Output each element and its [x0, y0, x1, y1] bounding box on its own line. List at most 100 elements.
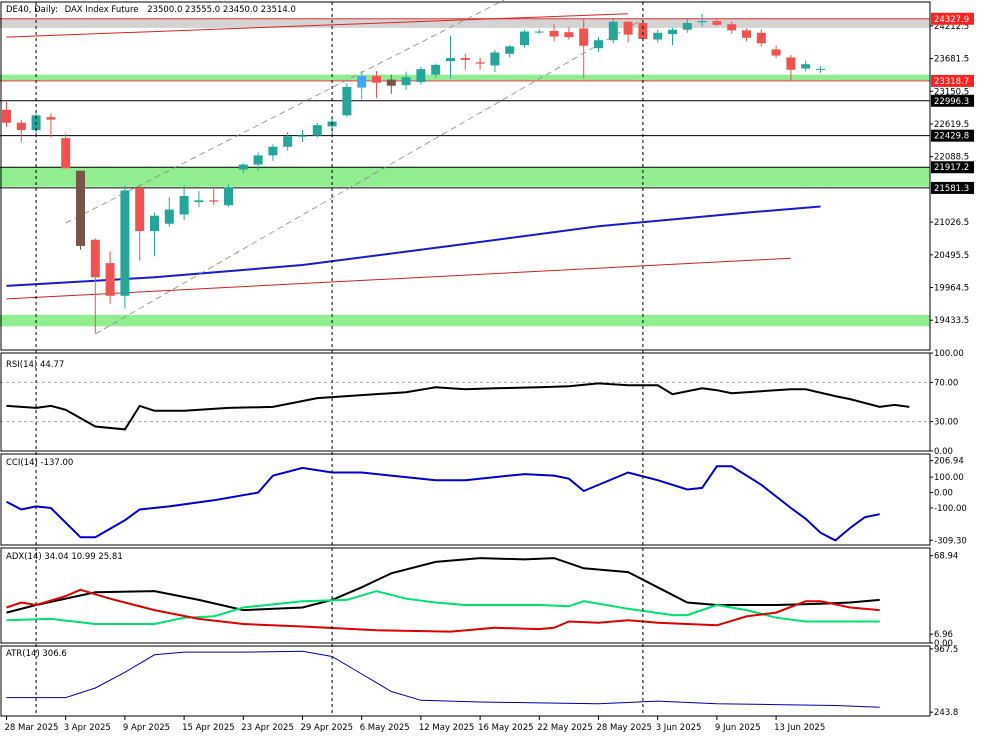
candle-body: [490, 52, 500, 66]
candle-body: [268, 146, 278, 156]
candle[interactable]: [253, 152, 263, 171]
candle[interactable]: [727, 21, 737, 35]
date-label: 12 May 2025: [419, 723, 474, 733]
candle[interactable]: [194, 191, 204, 208]
price-tag-background: [931, 129, 974, 142]
adx-pane[interactable]: ADX(14) 34.04 10.99 25.81 68.94 6.960.00: [6, 552, 958, 649]
candle[interactable]: [135, 184, 145, 261]
candle[interactable]: [608, 18, 618, 44]
price-axis: 24212.5 23681.5 23150.5 22619.5 22088.5 21026…: [930, 12, 974, 326]
candle[interactable]: [431, 63, 441, 78]
candle-body: [164, 209, 174, 224]
candle[interactable]: [105, 251, 115, 304]
candle-body: [638, 22, 648, 39]
candle[interactable]: [209, 186, 219, 206]
moving-average-red: [6, 257, 791, 300]
candle[interactable]: [594, 37, 603, 52]
candle[interactable]: [120, 185, 130, 309]
candle[interactable]: [446, 35, 455, 79]
indicator-tick-label: 243.8: [934, 708, 958, 718]
candle[interactable]: [16, 119, 26, 143]
candle[interactable]: [712, 18, 722, 27]
date-label: 28 May 2025: [597, 723, 652, 733]
date-label: 3 Apr 2025: [64, 723, 111, 733]
candle[interactable]: [90, 238, 100, 334]
candle[interactable]: [579, 19, 589, 79]
candle[interactable]: [756, 29, 766, 47]
candle[interactable]: [549, 24, 559, 42]
price-tag-label: 22996.3: [934, 97, 969, 107]
price-pane[interactable]: 24212.5 23681.5 23150.5 22619.5 22088.5 21026…: [0, 0, 974, 335]
candle-body: [801, 64, 811, 69]
candle[interactable]: [179, 185, 189, 221]
candle[interactable]: [312, 122, 322, 138]
price-tag: 23318.7: [931, 74, 974, 87]
candle[interactable]: [505, 45, 515, 58]
candle[interactable]: [668, 27, 677, 46]
candle[interactable]: [475, 57, 485, 70]
indicator-tick-label: 70.00: [934, 378, 958, 388]
candle[interactable]: [61, 133, 71, 169]
support-zone-1: [0, 167, 930, 187]
candle-body: [653, 32, 663, 40]
indicator-tick-label: 206.94: [934, 457, 964, 467]
candle[interactable]: [416, 66, 426, 85]
candle[interactable]: [2, 101, 11, 128]
candle[interactable]: [164, 197, 174, 227]
candle[interactable]: [520, 29, 529, 48]
candle-body: [771, 49, 781, 56]
candle[interactable]: [564, 27, 574, 40]
candle[interactable]: [816, 66, 825, 73]
indicator-line-2: [6, 588, 880, 633]
candle-body: [416, 69, 426, 83]
cci-frame: [0, 453, 931, 546]
candle[interactable]: [150, 212, 159, 257]
candle[interactable]: [224, 184, 233, 208]
candle-body: [105, 263, 115, 296]
rsi-pane[interactable]: RSI(14) 44.77 100.00 70.00 30.00 0.00: [0, 349, 964, 457]
candle[interactable]: [357, 70, 367, 100]
candle-body: [16, 122, 26, 131]
candle[interactable]: [238, 163, 248, 174]
price-tag-label: 23318.7: [934, 77, 969, 87]
date-label: 6 May 2025: [360, 723, 410, 733]
candle[interactable]: [697, 13, 707, 27]
candle-body: [194, 200, 204, 203]
candle[interactable]: [46, 113, 56, 138]
candle[interactable]: [742, 28, 751, 42]
candle[interactable]: [786, 54, 796, 81]
candlesticks[interactable]: [2, 13, 825, 334]
candle[interactable]: [268, 144, 278, 161]
candle-body: [756, 32, 766, 44]
main-frame: [0, 1, 931, 351]
candle[interactable]: [623, 21, 633, 43]
price-tick-label: 19964.5: [934, 284, 969, 294]
candle[interactable]: [490, 50, 500, 73]
candle[interactable]: [653, 29, 663, 43]
candle[interactable]: [342, 83, 352, 117]
candle-body: [712, 21, 722, 25]
price-tick-label: 20495.5: [934, 251, 969, 261]
candle-body: [682, 22, 692, 30]
candle[interactable]: [298, 130, 307, 142]
symbol-label: DE40, Daily:: [6, 5, 58, 15]
date-separators: [35, 2, 644, 716]
candle[interactable]: [534, 29, 544, 35]
candle[interactable]: [372, 70, 381, 99]
candle[interactable]: [801, 60, 811, 72]
candle[interactable]: [460, 53, 470, 70]
candle[interactable]: [386, 74, 396, 94]
candle-body: [179, 196, 189, 215]
ohlc-readout: 23500.0 23555.0 23450.0 23514.0: [147, 5, 296, 15]
cci-pane[interactable]: CCI(14) -137.00 206.94 100.00 0.00 -100.00 -…: [6, 457, 967, 547]
candle[interactable]: [401, 71, 411, 91]
candle-body: [150, 215, 159, 232]
candle[interactable]: [283, 131, 293, 151]
candle-body: [357, 75, 367, 88]
candle[interactable]: [76, 170, 85, 250]
candle[interactable]: [771, 45, 781, 59]
date-label: 9 Jun 2025: [715, 723, 761, 733]
candle[interactable]: [682, 18, 692, 33]
